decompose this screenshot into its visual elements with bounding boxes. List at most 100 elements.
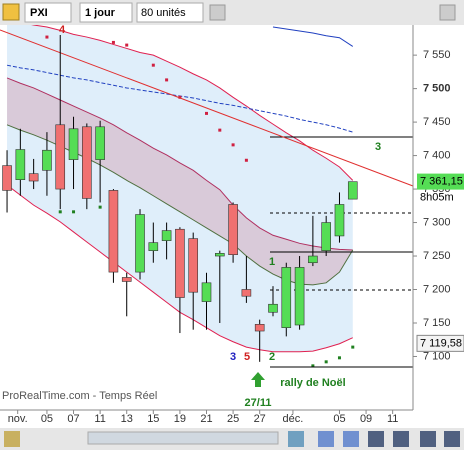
annotation: 5 [244, 351, 250, 363]
y-tick-label: 7 300 [423, 216, 451, 228]
tool-icon[interactable] [288, 431, 304, 447]
indicator-line [31, 25, 354, 181]
trend-line [0, 29, 414, 187]
sar-dot [337, 356, 341, 360]
sar-dot [151, 63, 155, 67]
candle-body [42, 149, 52, 171]
candle-body [68, 128, 79, 160]
y-tick-label: 7 450 [423, 116, 451, 128]
foreground [2, 35, 358, 362]
sar-dot [45, 35, 49, 39]
annotation: 27/11 [245, 397, 272, 409]
candle-body [268, 303, 278, 313]
x-tick-label: 11 [387, 413, 398, 425]
sar-dot [244, 158, 248, 162]
candle-body [55, 124, 66, 190]
candle-body [294, 267, 305, 326]
candle-body [228, 204, 238, 255]
level-lines [270, 136, 413, 368]
candle-body [82, 126, 92, 199]
x-tick-label: 09 [360, 413, 372, 425]
watermark: ProRealTime.com - Temps Réel [2, 390, 157, 402]
tool-icon[interactable] [420, 431, 436, 447]
last-price-box [417, 173, 464, 190]
annotation: 2 [269, 351, 275, 363]
candle-body [121, 277, 132, 282]
x-tick-label: 05 [333, 413, 345, 425]
plot-area [6, 25, 355, 368]
candle-body [281, 267, 292, 328]
annotation: 3 [375, 141, 381, 153]
x-tick-label: 05 [41, 413, 53, 425]
annotation: 3 [230, 351, 236, 363]
last-price-label: 7 361,15 [420, 176, 463, 188]
annotation: 4 [59, 24, 66, 36]
candle-body [135, 214, 145, 273]
candle-body [334, 204, 345, 237]
sar-dot [231, 143, 235, 147]
sar-dot [58, 210, 62, 214]
candle-body [347, 181, 358, 200]
sar-dot [178, 95, 182, 99]
candle-body [175, 228, 185, 298]
sar-dot [98, 205, 102, 209]
sar-dot [351, 345, 355, 349]
arrow-icon [251, 372, 265, 387]
candle-body [95, 126, 105, 160]
annotation: 1 [269, 256, 275, 268]
candle-body [254, 324, 265, 332]
tool-icon[interactable] [393, 431, 409, 447]
tool-icon[interactable] [368, 431, 384, 447]
period-box[interactable] [79, 2, 133, 23]
candle-body [308, 255, 318, 264]
countdown: 8h05m [420, 192, 454, 204]
candle-body [214, 253, 225, 257]
app-icon[interactable] [2, 3, 20, 21]
units-box[interactable] [136, 2, 204, 23]
candle-body [148, 242, 159, 251]
x-tick-label: 21 [200, 413, 212, 425]
x-tick-label: 15 [147, 413, 159, 425]
x-tick-label: 19 [174, 413, 186, 425]
y-tick-label: 7 100 [423, 350, 451, 362]
sar-dot [125, 43, 129, 47]
candle-body [15, 149, 26, 180]
annotations: 4 3 1 2 3 5 rally de Noël 27/11 [59, 24, 381, 409]
candle-body [321, 222, 331, 251]
band-fill [7, 77, 353, 285]
indicator-line [6, 77, 353, 251]
sar-dot [324, 360, 328, 364]
y-tick-label: 7 200 [423, 283, 451, 295]
y-tick-label: 7 250 [423, 250, 451, 262]
candle-body [161, 230, 172, 241]
x-tick-label: 07 [67, 413, 79, 425]
x-tick-label: nov. [8, 413, 28, 425]
y-tick-label: 7 550 [423, 49, 451, 61]
symbol-box[interactable] [24, 2, 72, 23]
sar-dot [72, 210, 76, 214]
indicator-line [272, 26, 354, 47]
x-tick-label: 25 [227, 413, 239, 425]
x-tick-label: 11 [94, 413, 105, 425]
tool-icon[interactable] [4, 431, 20, 447]
units: 80 unités [141, 7, 186, 19]
tool-icon[interactable] [318, 431, 334, 447]
sar-dot [111, 40, 115, 44]
tool-icon[interactable] [209, 4, 226, 21]
sar-dot [311, 364, 315, 368]
sar-dot [218, 128, 222, 132]
y-tick-label: 7 400 [423, 149, 451, 161]
scrollbar[interactable] [87, 431, 279, 445]
candle-body [28, 173, 39, 182]
candle-body [201, 282, 212, 302]
candle-body [108, 190, 119, 273]
marker-price-box [416, 334, 464, 352]
tool-icon[interactable] [439, 4, 456, 21]
marker-price-label: 7 119,58 [420, 337, 462, 349]
annotation: rally de Noël [280, 377, 345, 389]
tool-icon[interactable] [444, 431, 460, 447]
x-tick-label: 13 [121, 413, 133, 425]
y-tick-label: 7 150 [423, 317, 451, 329]
tool-icon[interactable] [343, 431, 359, 447]
